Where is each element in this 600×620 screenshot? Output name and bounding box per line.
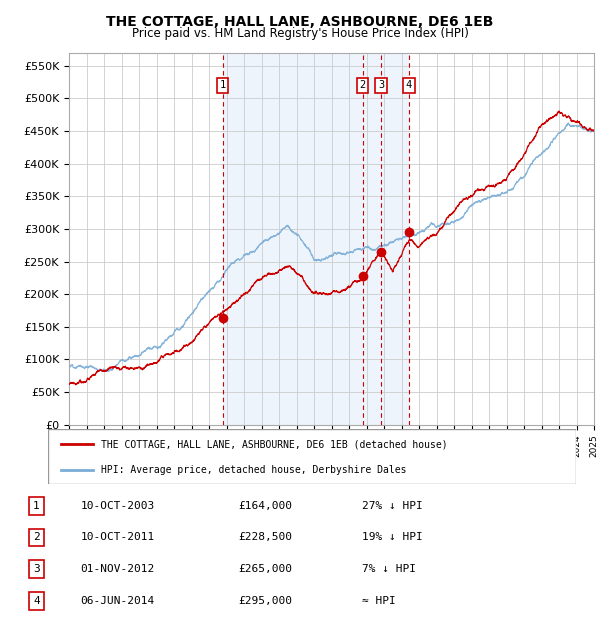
Text: 2: 2 [359, 81, 366, 91]
Text: Price paid vs. HM Land Registry's House Price Index (HPI): Price paid vs. HM Land Registry's House … [131, 27, 469, 40]
Text: 4: 4 [33, 596, 40, 606]
Text: 4: 4 [406, 81, 412, 91]
Text: 2: 2 [33, 533, 40, 542]
Text: 1: 1 [220, 81, 226, 91]
Text: 3: 3 [33, 564, 40, 574]
Text: THE COTTAGE, HALL LANE, ASHBOURNE, DE6 1EB (detached house): THE COTTAGE, HALL LANE, ASHBOURNE, DE6 1… [101, 440, 448, 450]
Bar [223, 53, 409, 425]
Text: 7% ↓ HPI: 7% ↓ HPI [362, 564, 416, 574]
Text: 27% ↓ HPI: 27% ↓ HPI [362, 501, 423, 511]
Text: 19% ↓ HPI: 19% ↓ HPI [362, 533, 423, 542]
Text: 10-OCT-2011: 10-OCT-2011 [80, 533, 155, 542]
Text: £295,000: £295,000 [238, 596, 292, 606]
Text: 10-OCT-2003: 10-OCT-2003 [80, 501, 155, 511]
Text: THE COTTAGE, HALL LANE, ASHBOURNE, DE6 1EB: THE COTTAGE, HALL LANE, ASHBOURNE, DE6 1… [106, 16, 494, 30]
Text: £265,000: £265,000 [238, 564, 292, 574]
Text: £164,000: £164,000 [238, 501, 292, 511]
Text: 01-NOV-2012: 01-NOV-2012 [80, 564, 155, 574]
Text: 3: 3 [378, 81, 385, 91]
Text: £228,500: £228,500 [238, 533, 292, 542]
Text: HPI: Average price, detached house, Derbyshire Dales: HPI: Average price, detached house, Derb… [101, 465, 406, 475]
Text: ≈ HPI: ≈ HPI [362, 596, 396, 606]
FancyBboxPatch shape [48, 429, 576, 484]
Text: 1: 1 [33, 501, 40, 511]
Text: 06-JUN-2014: 06-JUN-2014 [80, 596, 155, 606]
